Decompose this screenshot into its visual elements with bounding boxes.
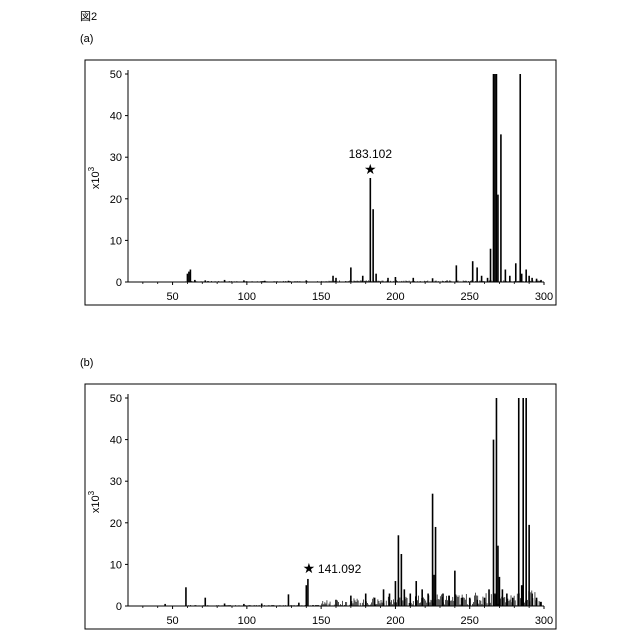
x-tick-label: 300 [535,615,553,627]
plot-frame [85,384,556,629]
x-tick-label: 50 [166,615,178,627]
x-tick-label: 150 [312,615,330,627]
x-tick-label: 250 [461,615,479,627]
y-tick-label: 30 [110,476,122,488]
x-tick-label: 200 [386,615,404,627]
star-marker-icon: ★ [303,560,316,576]
x-tick-label: 100 [238,615,256,627]
y-tick-label: 20 [110,518,122,530]
y-tick-label: 0 [116,601,122,613]
y-tick-label: 40 [110,435,122,447]
peak-annotation-label: 141.092 [318,562,362,576]
y-tick-label: 50 [110,393,122,405]
y-tick-label: 10 [110,559,122,571]
